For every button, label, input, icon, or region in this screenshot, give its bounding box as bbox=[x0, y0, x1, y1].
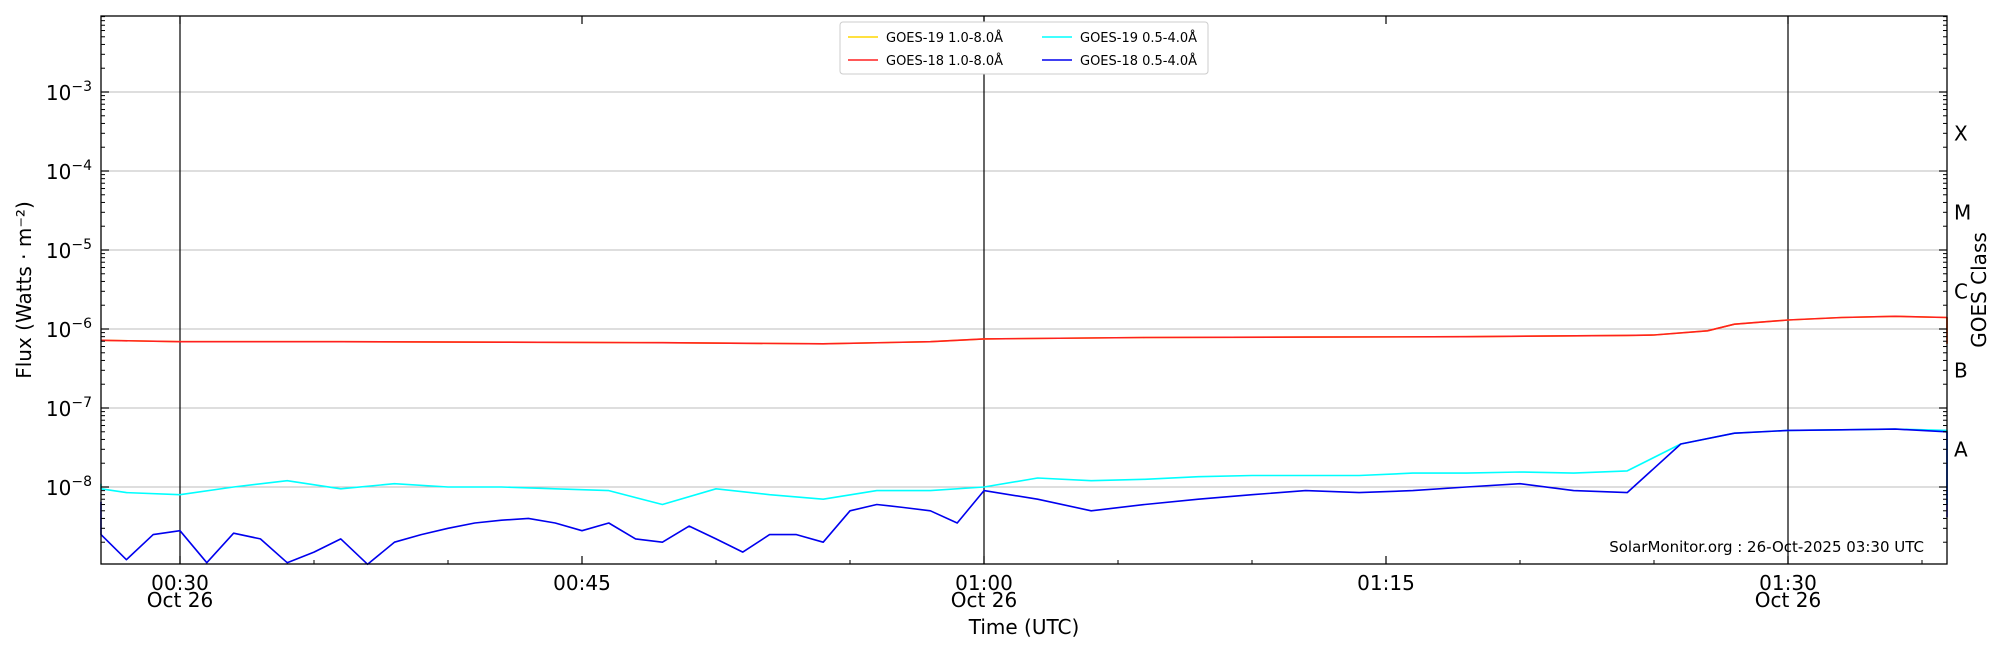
y-tick-label: 10−8 bbox=[46, 474, 92, 500]
legend-items: GOES-19 1.0-8.0Å GOES-18 1.0-8.0Å GOES-19 … bbox=[848, 30, 1197, 69]
legend: GOES-19 1.0-8.0Å GOES-18 1.0-8.0Å GOES-19 … bbox=[839, 21, 1209, 75]
plot-frame bbox=[100, 15, 1948, 565]
x-tick-label: 01:00 bbox=[955, 571, 1013, 595]
x-tick-date: Oct 26 bbox=[951, 588, 1017, 612]
goes-class-label: C bbox=[1954, 279, 1968, 303]
x-tick-label: 00:30 bbox=[151, 571, 209, 595]
legend-label: GOES-19 1.0-8.0Å bbox=[886, 30, 1003, 46]
day-vertical-lines bbox=[179, 16, 1789, 564]
y-tick-label: 10−7 bbox=[46, 395, 92, 421]
goes-class-label: B bbox=[1954, 358, 1968, 382]
legend-label: GOES-18 1.0-8.0Å bbox=[886, 53, 1003, 69]
x-tick-label: 01:15 bbox=[1357, 571, 1415, 595]
goes-class-label: X bbox=[1954, 121, 1968, 145]
x-tick-date: Oct 26 bbox=[147, 588, 213, 612]
x-tick-label: 01:30 bbox=[1759, 571, 1817, 595]
goes-class-label: A bbox=[1954, 437, 1968, 461]
grid-layer bbox=[101, 91, 1947, 488]
tick-layer bbox=[101, 16, 1947, 564]
y-tick-label: 10−5 bbox=[46, 237, 92, 263]
legend-label: GOES-18 0.5-4.0Å bbox=[1080, 53, 1197, 69]
y-tick-label: 10−4 bbox=[46, 158, 92, 184]
right-axis-title: GOES Class bbox=[1967, 232, 1991, 348]
y-tick-labels: 10−3 10−4 10−5 10−6 10−7 10−8 bbox=[46, 79, 92, 500]
x-tick-date: Oct 26 bbox=[1755, 588, 1821, 612]
y-tick-label: 10−3 bbox=[46, 79, 92, 105]
goes-class-labels: X M C B A bbox=[1954, 121, 1971, 461]
x-tick-label: 00:45 bbox=[553, 571, 611, 595]
x-axis-title: Time (UTC) bbox=[968, 615, 1080, 639]
y-tick-label: 10−6 bbox=[46, 316, 92, 342]
y-axis-title: Flux (Watts · m⁻²) bbox=[12, 201, 36, 379]
legend-box bbox=[839, 21, 1209, 75]
legend-label: GOES-19 0.5-4.0Å bbox=[1080, 30, 1197, 46]
goes-class-label: M bbox=[1954, 200, 1971, 224]
source-annotation: SolarMonitor.org : 26-Oct-2025 03:30 UTC bbox=[1609, 538, 1924, 556]
